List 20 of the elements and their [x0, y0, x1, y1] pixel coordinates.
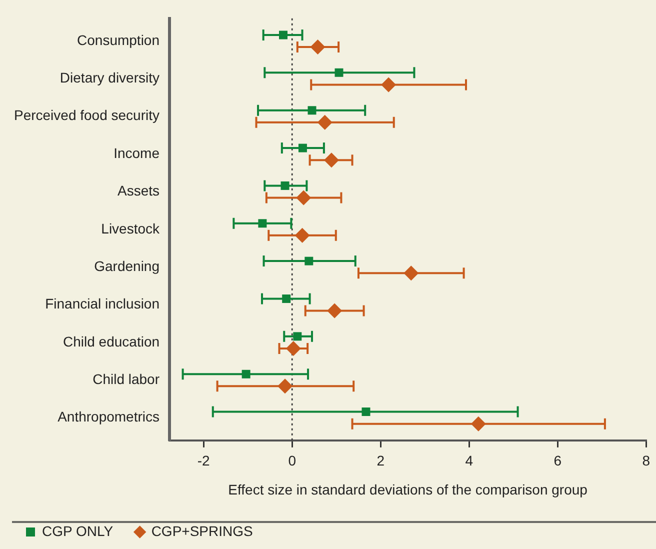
y-tick-label: Livestock — [101, 220, 161, 236]
legend-label: CGP ONLY — [42, 522, 114, 539]
x-tick-label: 6 — [554, 452, 562, 469]
y-tick-label: Dietary diversity — [60, 70, 160, 86]
legend-label: CGP+SPRINGS — [151, 522, 253, 539]
x-tick-label: 2 — [376, 452, 385, 469]
y-tick-label: Perceived food security — [14, 107, 160, 124]
y-tick-label: Income — [114, 144, 160, 161]
x-tick-label: 8 — [642, 452, 650, 469]
y-tick-label: Financial inclusion — [45, 296, 160, 312]
x-tick-label: -2 — [197, 452, 210, 469]
y-tick-label: Consumption — [77, 32, 160, 48]
y-tick-label: Child labor — [92, 370, 160, 387]
y-tick-label: Anthropometrics — [58, 408, 160, 425]
y-tick-label: Gardening — [94, 258, 160, 274]
y-tick-label: Child education — [63, 333, 160, 350]
y-tick-label: Assets — [118, 182, 160, 199]
x-axis-title: Effect size in standard deviations of the comparison group — [228, 481, 588, 498]
x-tick-label: 4 — [465, 452, 474, 469]
x-tick-label: 0 — [288, 452, 296, 469]
